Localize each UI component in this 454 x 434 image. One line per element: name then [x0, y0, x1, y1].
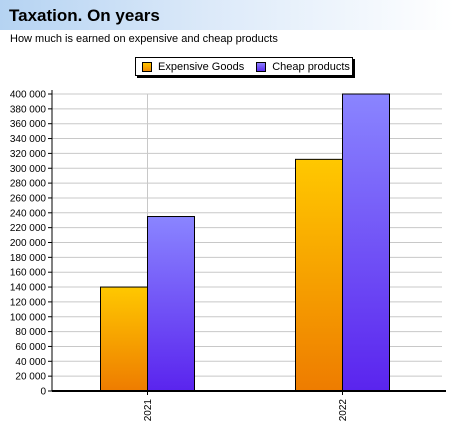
y-tick-label: 280 000: [10, 179, 47, 190]
y-tick-label: 100 000: [10, 312, 47, 323]
bar-cheap-products-2021: [147, 216, 195, 392]
legend-label-cheap-products: Cheap products: [272, 60, 350, 73]
y-tick-label: 400 000: [10, 90, 47, 101]
chart-title: Taxation. On years: [9, 6, 160, 25]
y-tick-label: 40 000: [15, 357, 46, 368]
x-tick-label: 2022: [338, 399, 349, 422]
y-tick-label: 340 000: [10, 134, 47, 145]
y-tick-label: 180 000: [10, 253, 47, 264]
y-tick-label: 60 000: [15, 342, 46, 353]
axis-layer: 0 20 000 40 000 60 000 80 000 100 000 120 000 1…: [10, 90, 446, 422]
bar-cheap-products-2022: [342, 93, 390, 392]
y-tick-label: 360 000: [10, 119, 47, 130]
y-tick-label: 140 000: [10, 283, 47, 294]
y-tick-label: 0: [40, 387, 46, 398]
chart-subtitle: How much is earned on expensive and chea…: [10, 33, 278, 45]
y-tick-label: 220 000: [10, 223, 47, 234]
y-tick-label: 380 000: [10, 104, 47, 115]
legend-item-expensive-goods: Expensive Goods: [142, 61, 244, 73]
bar-expensive-goods-2021: [100, 286, 148, 392]
y-tick-label: 80 000: [15, 327, 46, 338]
title-bar: [0, 0, 454, 30]
y-tick-label: 300 000: [10, 164, 47, 175]
y-tick-label: 160 000: [10, 268, 47, 279]
legend-swatch-cheap-products: [256, 61, 267, 72]
y-tick-label: 20 000: [15, 372, 46, 383]
y-tick-label: 320 000: [10, 149, 47, 160]
bars-layer: [100, 93, 390, 392]
legend-swatch-expensive-goods: [142, 61, 152, 72]
y-tick-label: 240 000: [10, 208, 47, 219]
x-tick-label: 2021: [143, 399, 154, 422]
y-tick-label: 200 000: [10, 238, 47, 249]
y-tick-label: 260 000: [10, 193, 47, 204]
bar-expensive-goods-2022: [295, 158, 343, 392]
legend: Expensive Goods Cheap products: [135, 57, 353, 76]
legend-item-cheap-products: Cheap products: [256, 61, 350, 73]
y-tick-label: 120 000: [10, 297, 47, 308]
legend-label-expensive-goods: Expensive Goods: [158, 60, 245, 73]
